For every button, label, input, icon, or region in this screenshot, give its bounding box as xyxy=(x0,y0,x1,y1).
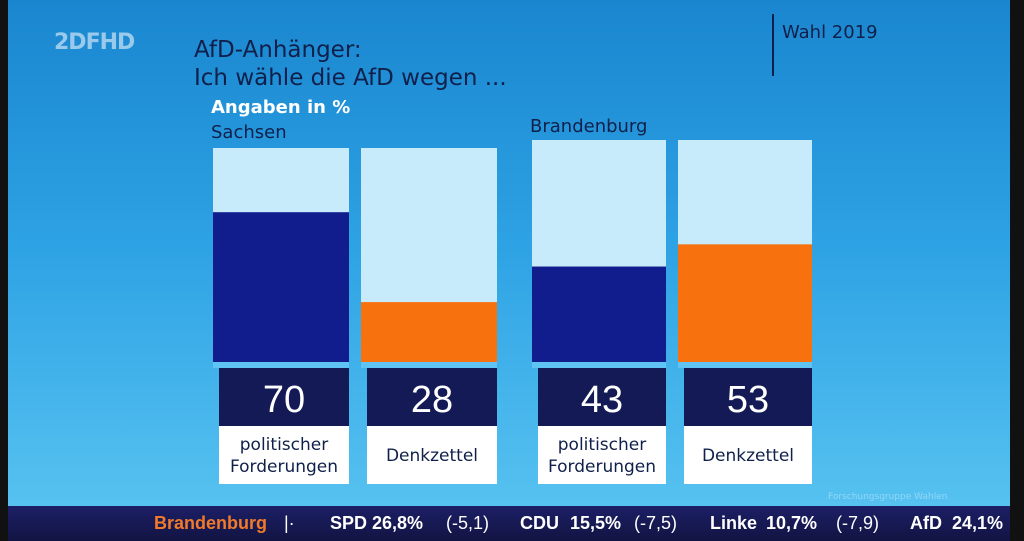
ticker-change-spd: (-5,1) xyxy=(446,513,490,533)
category-label-brandenburg-politischer-forderungen-0: politischer xyxy=(558,435,646,455)
source-credit: Forschungsgruppe Wahlen xyxy=(828,492,948,502)
ticker-value-linke: 10,7% xyxy=(766,513,818,533)
category-label-brandenburg-denkzettel: Denkzettel xyxy=(702,446,794,466)
category-box-brandenburg-politischer-forderungen xyxy=(538,426,666,484)
chart-title: AfD-Anhänger: Ich wähle die AfD wegen ..… xyxy=(194,36,507,92)
ticker-change-linke: (-7,9) xyxy=(836,513,880,533)
title-line-1: AfD-Anhänger: xyxy=(194,37,362,63)
value-box-brandenburg-denkzettel xyxy=(684,368,812,426)
category-label-brandenburg-politischer-forderungen-1: Forderungen xyxy=(548,457,656,477)
ticker-party-afd: AfD xyxy=(910,513,942,533)
results-ticker: Brandenburg |· SPD 26,8% (-5,1) CDU 15,5… xyxy=(8,506,1010,541)
ticker-party-linke: Linke xyxy=(710,513,758,533)
bar-sachsen-politischer-forderungen xyxy=(213,212,349,362)
panel-label-sachsen: Sachsen xyxy=(211,122,287,143)
value-box-sachsen-politischer-forderungen xyxy=(219,368,349,426)
bar-separator-brandenburg-denkzettel xyxy=(678,362,812,368)
election-tag: Wahl 2019 xyxy=(772,14,878,76)
category-box-brandenburg-denkzettel xyxy=(684,426,812,484)
ticker-region: Brandenburg xyxy=(154,513,268,533)
units-label: Angaben in % xyxy=(211,97,351,118)
bar-brandenburg-denkzettel xyxy=(678,244,812,362)
bar-separator-brandenburg-politischer-forderungen xyxy=(532,362,666,368)
value-label-sachsen-politischer-forderungen: 70 xyxy=(263,379,305,421)
ticker-change-cdu: (-7,5) xyxy=(634,513,678,533)
channel-logo: 2DFHD xyxy=(54,30,135,55)
ticker-separator: |· xyxy=(284,513,295,533)
ticker-value-cdu: 15,5% xyxy=(570,513,622,533)
ticker-party-cdu: CDU xyxy=(520,513,559,533)
ticker-value-spd: 26,8% xyxy=(372,513,424,533)
bar-brandenburg-politischer-forderungen xyxy=(532,266,666,362)
value-box-brandenburg-politischer-forderungen xyxy=(538,368,666,426)
value-label-brandenburg-politischer-forderungen: 43 xyxy=(581,379,623,421)
value-box-sachsen-denkzettel xyxy=(367,368,497,426)
category-box-sachsen-politischer-forderungen xyxy=(219,426,349,484)
value-label-brandenburg-denkzettel: 53 xyxy=(727,379,769,421)
bar-separator-sachsen-denkzettel xyxy=(361,362,497,368)
ticker-party-spd: SPD xyxy=(330,513,368,533)
panel-label-brandenburg: Brandenburg xyxy=(530,116,648,137)
bar-sachsen-denkzettel xyxy=(361,302,497,362)
tv-screen: 2DFHD AfD-Anhänger: Ich wähle die AfD we… xyxy=(8,0,1010,541)
bar-chart: 70politischerForderungen28Denkzettel43po… xyxy=(213,140,812,484)
category-label-sachsen-denkzettel: Denkzettel xyxy=(386,446,478,466)
category-label-sachsen-politischer-forderungen-1: Forderungen xyxy=(230,457,338,477)
category-label-sachsen-politischer-forderungen-0: politischer xyxy=(240,435,328,455)
bar-separator-sachsen-politischer-forderungen xyxy=(213,362,349,368)
ticker-value-afd: 24,1% xyxy=(952,513,1004,533)
category-box-sachsen-denkzettel xyxy=(367,426,497,484)
title-line-2: Ich wähle die AfD wegen ... xyxy=(194,65,507,91)
value-label-sachsen-denkzettel: 28 xyxy=(411,379,453,421)
